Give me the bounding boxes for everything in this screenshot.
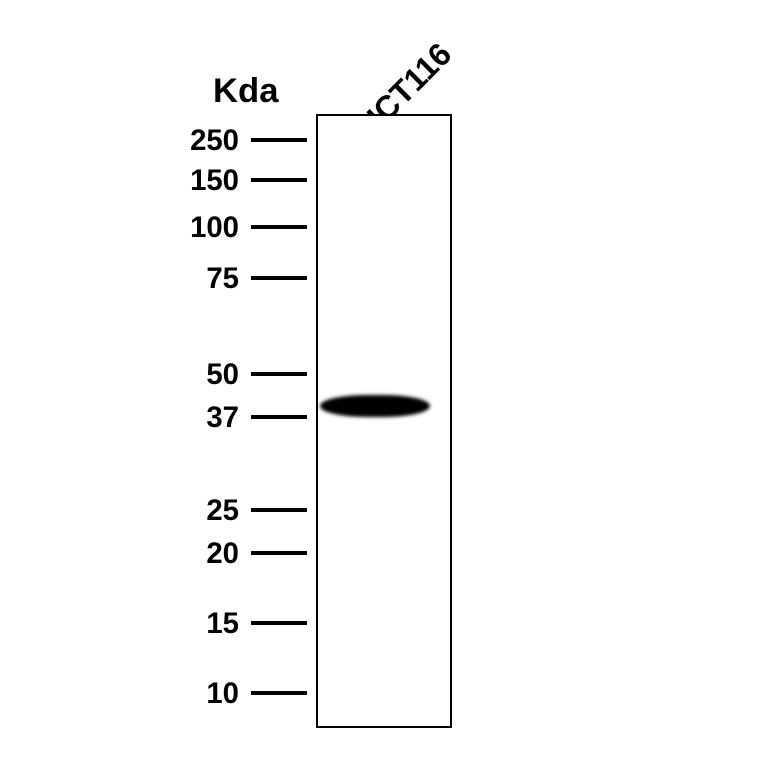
mw-tick-37 bbox=[251, 415, 307, 419]
mw-tick-75 bbox=[251, 276, 307, 280]
mw-label-150: 150 bbox=[190, 164, 239, 198]
mw-tick-20 bbox=[251, 551, 307, 555]
band-40 bbox=[320, 395, 430, 417]
mw-tick-15 bbox=[251, 621, 307, 625]
mw-label-25: 25 bbox=[206, 494, 239, 528]
mw-label-37: 37 bbox=[206, 401, 239, 435]
mw-tick-25 bbox=[251, 508, 307, 512]
mw-label-75: 75 bbox=[206, 262, 239, 296]
units-label: Kda bbox=[213, 72, 278, 111]
mw-label-20: 20 bbox=[206, 537, 239, 571]
mw-tick-10 bbox=[251, 691, 307, 695]
blot-figure: Kda HCT116 25015010075503725201510 bbox=[0, 0, 764, 764]
mw-tick-100 bbox=[251, 225, 307, 229]
mw-label-10: 10 bbox=[206, 677, 239, 711]
lane-hct116 bbox=[316, 114, 452, 728]
mw-tick-250 bbox=[251, 138, 307, 142]
mw-label-50: 50 bbox=[206, 358, 239, 392]
mw-tick-150 bbox=[251, 178, 307, 182]
mw-label-100: 100 bbox=[190, 211, 239, 245]
mw-label-15: 15 bbox=[206, 607, 239, 641]
mw-label-250: 250 bbox=[190, 124, 239, 158]
mw-tick-50 bbox=[251, 372, 307, 376]
